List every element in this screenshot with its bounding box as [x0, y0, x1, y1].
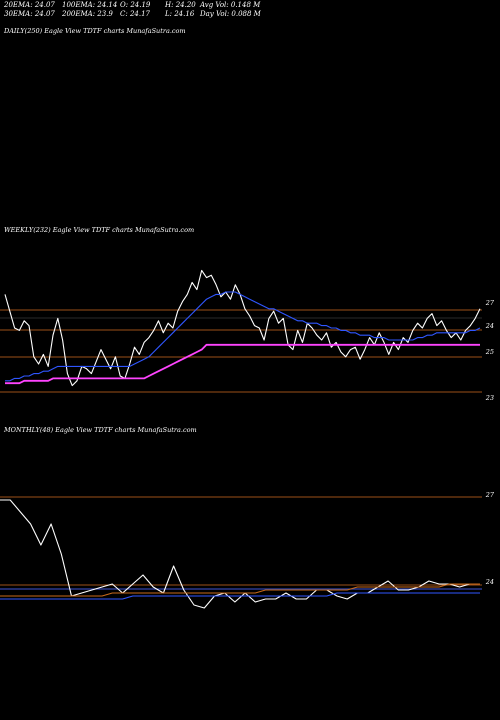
monthly-ema_orange-line [0, 583, 480, 597]
day-volume-label: Day Vol: 0.088 M [200, 10, 261, 18]
monthly-price-line [0, 499, 480, 609]
weekly-price-line [4, 269, 481, 387]
monthly-axis-label-24: 24 [485, 578, 494, 586]
avg-volume-label: Avg Vol: 0.148 M [200, 1, 261, 9]
weekly-panel-title: WEEKLY(232) Eagle View TDTF charts Munaf… [4, 226, 195, 234]
ema200-label: 200EMA: 23.9 [62, 10, 113, 18]
daily-panel-title: DAILY(250) Eagle View TDTF charts Munafa… [4, 27, 186, 35]
ema100-label: 100EMA: 24.14 [62, 1, 118, 9]
ema30-label: 30EMA: 24.07 [4, 10, 55, 18]
monthly-axis-label-27: 27 [485, 491, 494, 499]
close-label: C: 24.17 [120, 10, 150, 18]
ema20-label: 20EMA: 24.07 [4, 1, 55, 9]
weekly-ema_magenta-line [5, 343, 480, 385]
weekly-ema_blue-line [5, 291, 481, 382]
weekly-axis-label-25: 25 [485, 348, 494, 356]
low-label: L: 24.16 [165, 10, 195, 18]
monthly-panel-title: MONTHLY(48) Eagle View TDTF charts Munaf… [4, 426, 197, 434]
weekly-axis-label-23: 23 [485, 394, 494, 402]
monthly-ema_blue-line [0, 592, 480, 600]
open-label: O: 24.19 [120, 1, 151, 9]
high-label: H: 24.20 [165, 1, 196, 9]
weekly-axis-label-24: 24 [485, 322, 494, 330]
weekly-axis-label-27: 27 [485, 299, 494, 307]
